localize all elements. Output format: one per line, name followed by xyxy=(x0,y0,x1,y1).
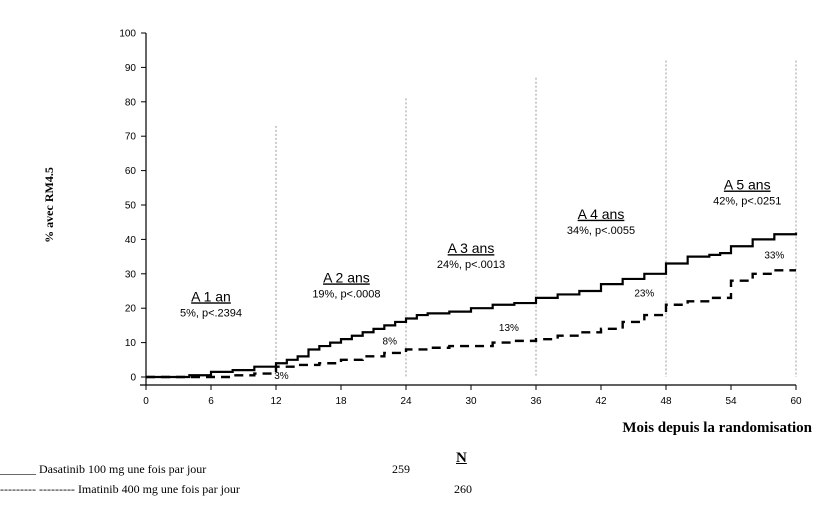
annotation-title-4: A 4 ans xyxy=(578,206,625,222)
y-tick-label-20: 20 xyxy=(125,304,137,315)
x-tick-label-30: 30 xyxy=(465,396,477,407)
x-tick-label-18: 18 xyxy=(335,396,347,407)
imatinib-value-label-5: 33% xyxy=(764,251,784,262)
x-tick-label-48: 48 xyxy=(660,396,672,407)
x-tick-label-0: 0 xyxy=(143,396,149,407)
annotation-title-1: A 1 an xyxy=(191,288,231,304)
annotation-title-5: A 5 ans xyxy=(724,177,771,193)
y-tick-label-0: 0 xyxy=(130,373,136,384)
annotation-stat-5: 42%, p<.0251 xyxy=(713,196,781,208)
legend-text-dasatinib: Dasatinib 100 mg une fois par jour xyxy=(39,462,207,476)
imatinib-value-label-3: 13% xyxy=(499,323,519,334)
annotation-stat-3: 24%, p<.0013 xyxy=(437,259,505,271)
x-tick-label-6: 6 xyxy=(208,396,214,407)
y-axis-label: % avec RM4.5 xyxy=(42,167,56,243)
y-tick-label-60: 60 xyxy=(125,166,137,177)
y-tick-label-90: 90 xyxy=(125,63,137,74)
x-axis-label: Mois depuis la randomisation xyxy=(622,420,812,436)
series-line-dasatinib xyxy=(146,232,798,379)
reference-lines xyxy=(275,60,797,377)
annotation-title-3: A 3 ans xyxy=(448,240,495,256)
y-tick-label-100: 100 xyxy=(119,29,136,40)
legend-line-imatinib: --------- --------- xyxy=(0,482,75,496)
y-tick-label-40: 40 xyxy=(125,235,137,246)
series-line-imatinib xyxy=(146,269,796,379)
x-tick-label-60: 60 xyxy=(790,396,802,407)
legend-n-imatinib: 260 xyxy=(454,482,472,496)
chart-canvas: 0 10 20 30 40 50 60 70 80 90 100 0 6 12 18 24 30 36 42 48 54… xyxy=(42,29,813,437)
axes: 0 10 20 30 40 50 60 70 80 90 100 0 6 12 18 24 30 36 42 48 54… xyxy=(119,29,802,408)
x-tick-label-12: 12 xyxy=(270,396,282,407)
annotation-stat-2: 19%, p<.0008 xyxy=(312,288,380,300)
x-tick-label-54: 54 xyxy=(725,396,737,407)
y-tick-label-10: 10 xyxy=(125,338,137,349)
legend-n-header: N xyxy=(456,450,467,466)
x-tick-label-36: 36 xyxy=(530,396,542,407)
x-tick-label-42: 42 xyxy=(595,396,607,407)
annotation-stat-1: 5%, p<.2394 xyxy=(180,307,242,319)
legend-label-dasatinib: ______ Dasatinib 100 mg une fois par jou… xyxy=(0,462,206,477)
legend-line-dasatinib: ______ xyxy=(0,462,36,476)
annotations: A 1 an 5%, p<.2394 A 2 ans 19%, p<.0008 A 3 … xyxy=(180,177,784,382)
series-lines xyxy=(146,232,798,379)
legend-label-imatinib: --------- --------- Imatinib 400 mg une … xyxy=(0,482,240,497)
legend-text-imatinib: Imatinib 400 mg une fois par jour xyxy=(77,482,240,496)
x-tick-label-24: 24 xyxy=(400,396,412,407)
annotation-stat-4: 34%, p<.0055 xyxy=(567,225,635,237)
y-tick-label-80: 80 xyxy=(125,97,137,108)
annotation-title-2: A 2 ans xyxy=(323,269,370,285)
imatinib-value-label-2: 8% xyxy=(383,337,398,348)
y-tick-label-30: 30 xyxy=(125,269,137,280)
legend-n-dasatinib: 259 xyxy=(392,462,410,476)
y-tick-label-50: 50 xyxy=(125,201,137,212)
imatinib-value-label-1: 3% xyxy=(274,371,289,382)
imatinib-value-label-4: 23% xyxy=(634,288,654,299)
y-tick-label-70: 70 xyxy=(125,132,137,143)
